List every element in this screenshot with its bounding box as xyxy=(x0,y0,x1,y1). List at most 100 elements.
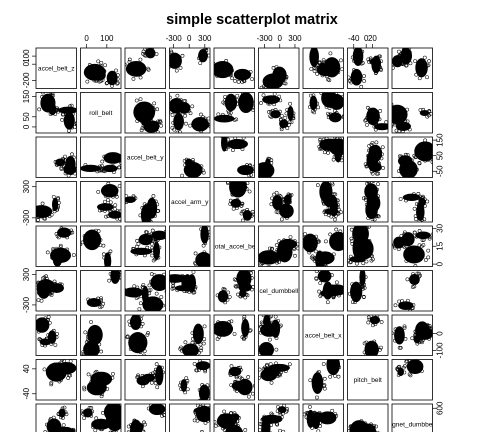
point xyxy=(262,415,267,420)
point xyxy=(369,142,374,147)
point xyxy=(288,101,293,106)
point-cluster xyxy=(227,139,248,150)
point xyxy=(242,79,247,84)
point xyxy=(115,73,120,78)
point xyxy=(378,54,382,59)
point xyxy=(44,274,48,279)
point xyxy=(149,272,154,277)
point xyxy=(417,243,422,248)
tick-label: 50 xyxy=(436,151,445,160)
point xyxy=(105,387,110,391)
point-cluster xyxy=(87,324,103,345)
point xyxy=(273,315,278,319)
point xyxy=(370,323,375,328)
point xyxy=(400,299,404,303)
point xyxy=(175,108,180,113)
point xyxy=(359,419,364,423)
scatter-points xyxy=(363,105,388,132)
point xyxy=(315,71,320,76)
panel-frame xyxy=(169,225,211,267)
point xyxy=(52,250,57,255)
scatter-points xyxy=(347,270,368,304)
point xyxy=(48,92,53,97)
point xyxy=(101,243,106,248)
point xyxy=(147,288,151,293)
panel-r1-c7 xyxy=(347,92,389,134)
scatter-points xyxy=(214,409,248,432)
point xyxy=(162,413,166,417)
point xyxy=(142,253,147,258)
panel-r6-c8 xyxy=(391,314,433,356)
scatter-points xyxy=(82,369,115,399)
point xyxy=(149,232,154,236)
point xyxy=(373,127,378,132)
tick-label: 300 xyxy=(22,267,31,281)
point xyxy=(252,384,255,388)
point-cluster xyxy=(217,290,229,303)
point xyxy=(61,423,66,428)
point xyxy=(268,362,273,366)
panel-r7-c3 xyxy=(169,359,211,401)
point-cluster xyxy=(103,152,121,164)
point xyxy=(111,371,115,376)
point xyxy=(315,238,320,243)
point xyxy=(329,214,334,219)
point xyxy=(139,315,144,318)
point-cluster xyxy=(130,247,153,256)
point xyxy=(310,425,314,430)
point xyxy=(270,168,274,173)
point xyxy=(247,163,252,168)
point xyxy=(112,430,116,432)
point xyxy=(154,291,159,296)
point xyxy=(49,341,54,346)
point-cluster xyxy=(237,378,253,396)
point xyxy=(398,346,403,350)
point xyxy=(202,337,207,341)
point xyxy=(403,337,408,341)
point xyxy=(158,120,163,125)
panel-r4-c6 xyxy=(302,225,344,267)
point xyxy=(238,365,242,370)
panel-r4-c4: total_accel_be xyxy=(213,225,256,267)
diagonal-label-4: total_accel_be xyxy=(213,244,256,251)
point xyxy=(234,380,239,385)
point xyxy=(114,68,118,73)
point xyxy=(140,322,145,326)
point xyxy=(392,245,397,250)
point xyxy=(184,157,189,162)
point-cluster xyxy=(241,318,250,337)
point xyxy=(149,132,153,133)
point-cluster xyxy=(238,92,254,114)
point xyxy=(141,283,146,287)
point xyxy=(31,323,34,326)
point xyxy=(178,130,182,133)
point xyxy=(242,209,247,214)
point xyxy=(246,375,251,379)
point xyxy=(136,242,141,246)
point xyxy=(367,181,372,186)
point xyxy=(104,81,109,86)
point xyxy=(280,197,285,202)
point xyxy=(368,56,373,61)
point xyxy=(290,116,295,120)
point xyxy=(330,182,335,187)
point xyxy=(404,244,409,249)
point xyxy=(152,101,157,106)
panel-r1-c5 xyxy=(258,92,300,134)
point xyxy=(170,113,175,117)
point xyxy=(374,71,378,75)
point xyxy=(131,247,136,251)
point xyxy=(418,273,422,278)
point xyxy=(47,214,52,219)
point xyxy=(331,252,336,257)
point xyxy=(117,209,121,214)
point xyxy=(258,324,260,328)
panel-r0-c2 xyxy=(124,47,166,89)
point xyxy=(315,371,320,376)
point xyxy=(206,116,210,121)
point xyxy=(185,379,190,383)
point xyxy=(307,105,312,109)
point xyxy=(313,66,318,71)
point xyxy=(402,232,407,237)
point xyxy=(185,387,190,392)
